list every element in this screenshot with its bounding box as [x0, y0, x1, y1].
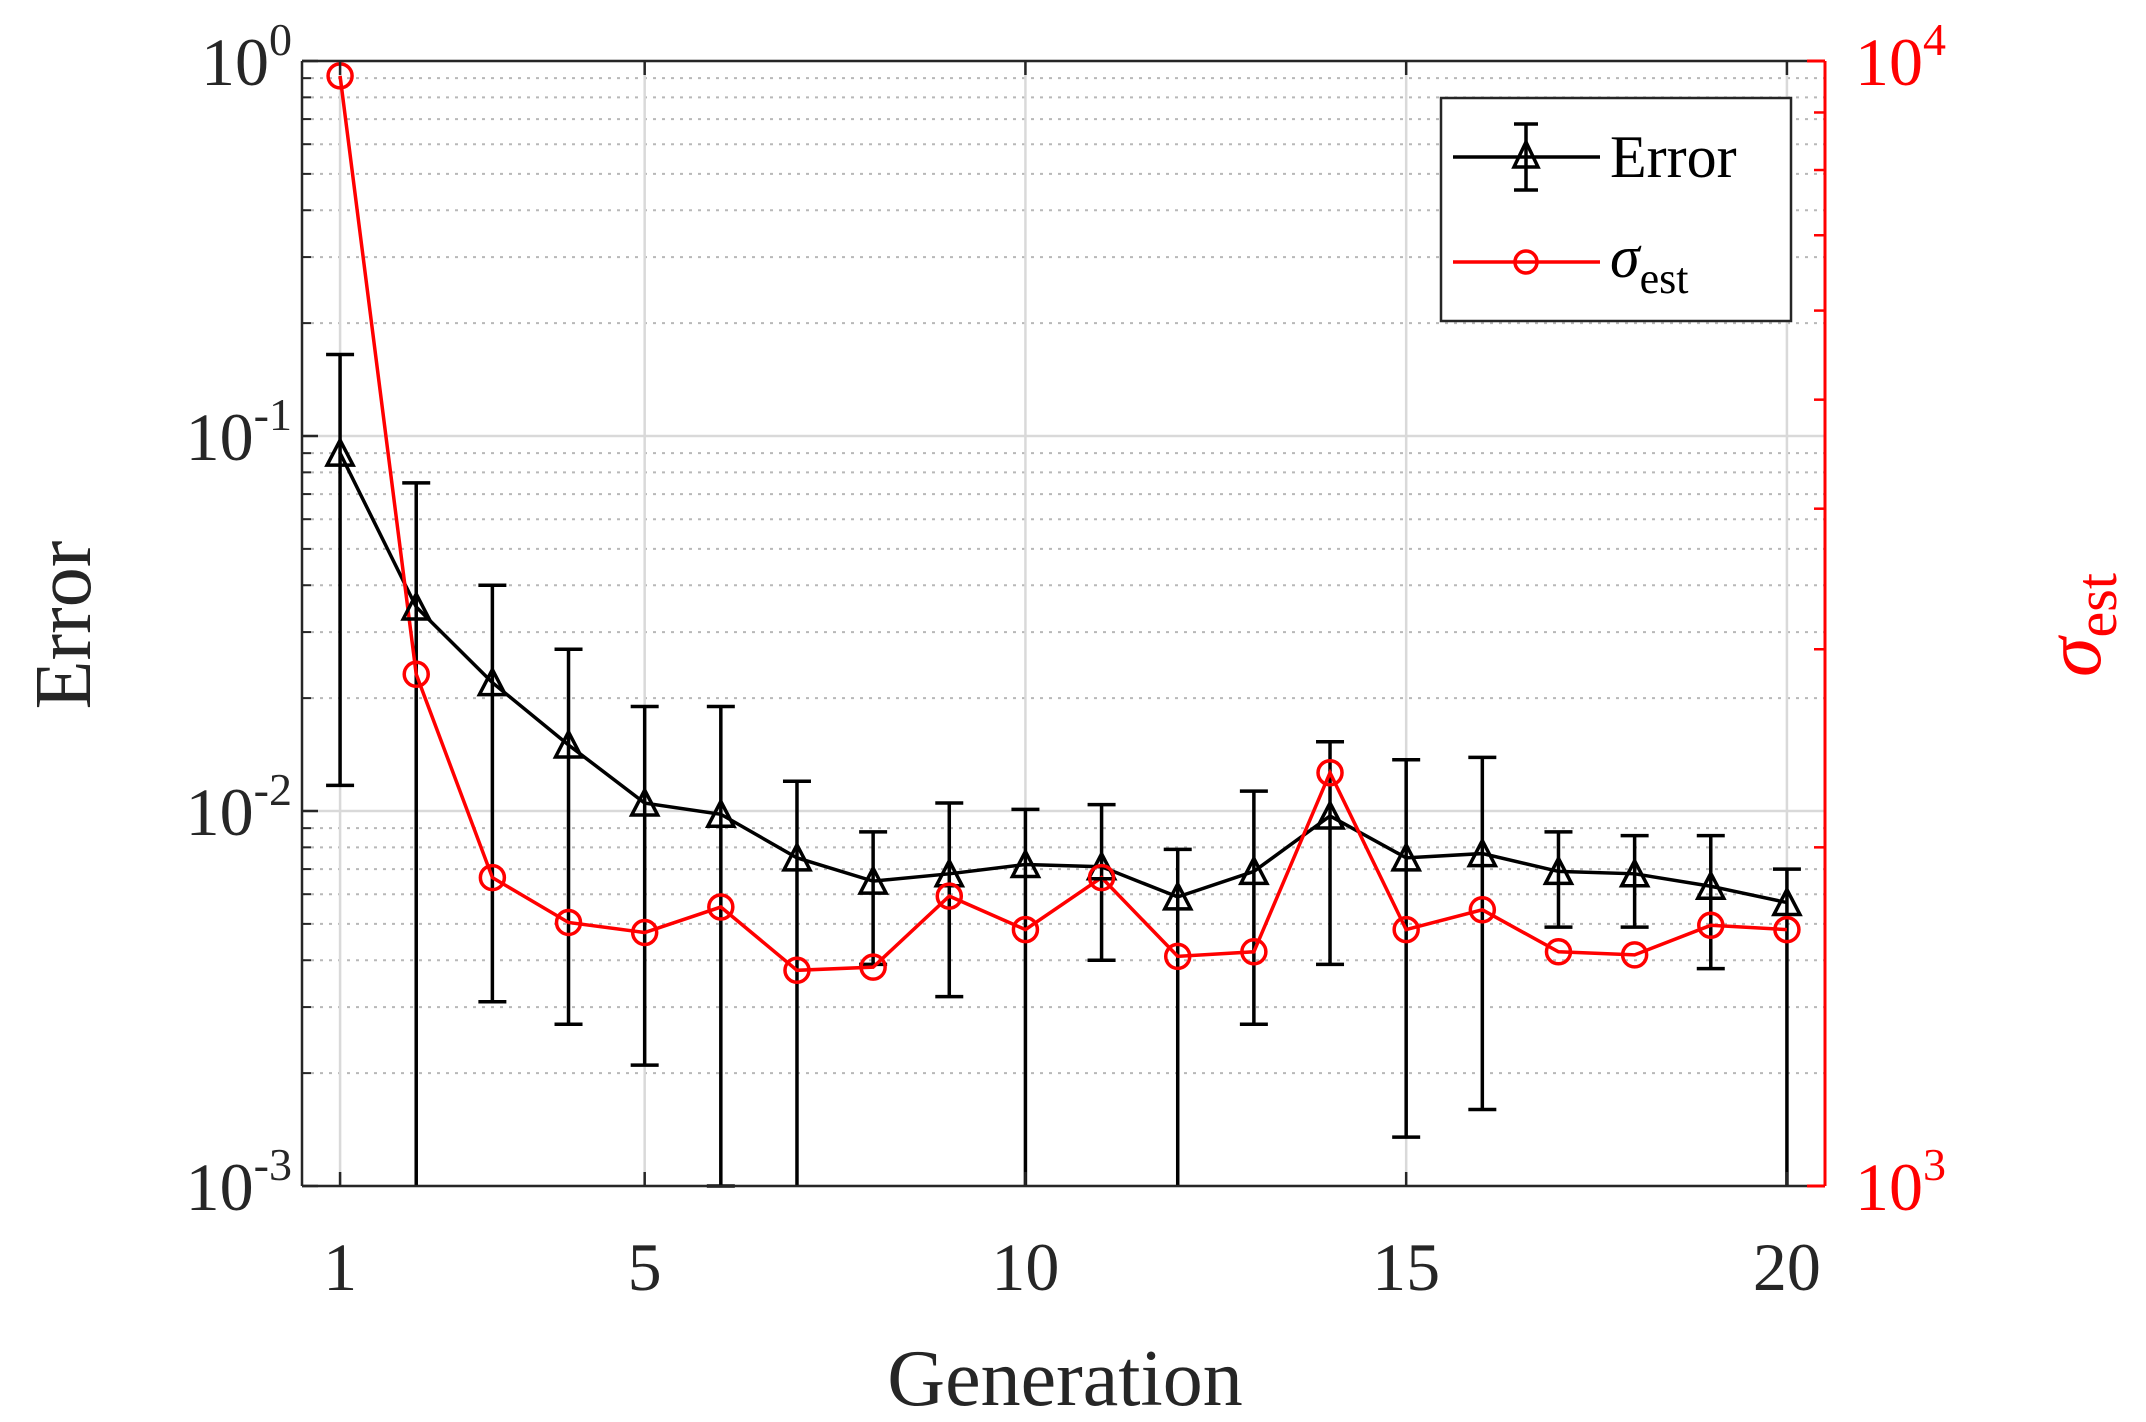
sigma-point: [630, 918, 659, 947]
right-axis-label: σest: [2030, 573, 2129, 677]
circle-marker-icon: [1513, 249, 1539, 275]
error-point: [1771, 885, 1803, 917]
right-tick-label: 103: [1855, 1139, 1946, 1225]
sigma-point: [1544, 938, 1573, 966]
sigma-point: [1011, 915, 1040, 944]
error-point: [1466, 836, 1499, 868]
axes: [300, 59, 1827, 1188]
legend-label-sigma: σest: [1610, 224, 1688, 303]
x-axis-label: Generation: [887, 1335, 1242, 1422]
sigma-point: [1087, 863, 1116, 892]
x-tick-label: 15: [1372, 1229, 1440, 1305]
left-tick-label: 100: [201, 14, 292, 100]
x-tick-label: 10: [991, 1229, 1059, 1305]
error-point: [324, 436, 356, 467]
error-point: [857, 864, 890, 895]
error-point: [400, 590, 433, 621]
x-tick-label: 1: [323, 1229, 357, 1305]
left-axis-label: Error: [20, 541, 108, 710]
error-point: [1618, 857, 1651, 888]
error-point: [476, 665, 509, 697]
error-point: [1009, 847, 1042, 879]
sigma-point: [1240, 938, 1268, 966]
sigma-point: [859, 953, 887, 981]
left-tick-label: 10-3: [186, 1139, 292, 1225]
error-point: [1314, 799, 1346, 830]
right-axis-label-base: σ: [2030, 635, 2118, 677]
triangle-marker-icon: [1511, 137, 1541, 169]
error-point: [1237, 854, 1270, 886]
sigma-point: [402, 660, 430, 689]
error-point: [1390, 841, 1423, 872]
sigma-point: [707, 893, 735, 921]
legend-entry-error: Error: [1453, 122, 1737, 192]
right-tick-label: 104: [1855, 14, 1946, 100]
left-tick-label: 10-2: [186, 764, 292, 850]
series-markers: [324, 62, 1803, 985]
x-tick-label: 5: [628, 1229, 662, 1305]
error-bars: [326, 352, 1801, 1188]
left-tick-label: 10-1: [186, 389, 292, 475]
error-point: [1542, 854, 1575, 886]
sigma-point: [478, 863, 507, 892]
right-axis-label-sub: est: [2064, 573, 2129, 637]
sigma-point: [1392, 915, 1420, 944]
error-point: [552, 728, 585, 759]
sigma-point: [935, 882, 964, 910]
sigma-point: [1697, 911, 1725, 940]
legend-box: [1439, 96, 1793, 323]
error-point: [1694, 869, 1727, 900]
x-tick-label: 20: [1753, 1229, 1821, 1305]
sigma-point: [1163, 942, 1192, 971]
error-point: [1161, 880, 1194, 911]
error-point: [628, 786, 661, 817]
sigma-point: [783, 956, 811, 985]
legend-entry-sigma: σest: [1453, 224, 1688, 303]
sigma-point: [1773, 915, 1801, 944]
sigma-point: [1316, 758, 1344, 787]
legend: Error σest: [1439, 96, 1793, 323]
error-point: [704, 797, 737, 829]
sigma-point: [1468, 896, 1497, 924]
sigma-point: [1620, 941, 1649, 969]
sigma-point: [554, 908, 583, 937]
legend-label-error: Error: [1610, 124, 1737, 190]
error-point: [781, 841, 813, 872]
